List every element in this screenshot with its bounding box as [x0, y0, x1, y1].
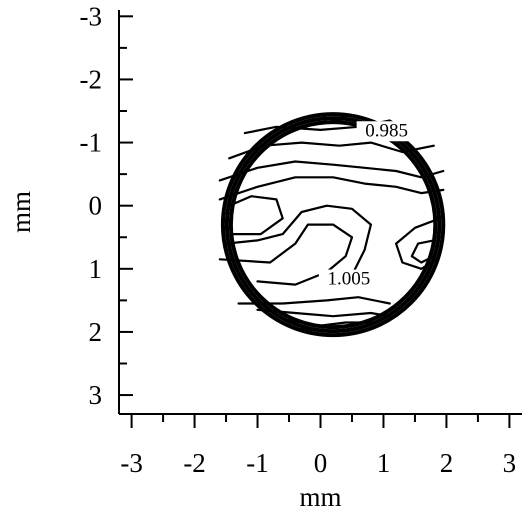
aperture-ring: [220, 112, 446, 338]
contour-line: [218, 160, 445, 182]
contour-line: [228, 195, 284, 236]
x-tick-label: 0: [314, 448, 328, 478]
plot-frame: [118, 10, 522, 415]
x-tick-label: -2: [183, 448, 206, 478]
y-axis-label: mm: [6, 191, 36, 233]
ticks: [119, 15, 511, 428]
contour-line: [410, 239, 435, 264]
x-axis-label: mm: [299, 482, 341, 512]
contour-labels: 0.985 1.005: [318, 120, 417, 290]
x-tick-label: -1: [246, 448, 269, 478]
x-tick-label: -3: [120, 448, 143, 478]
y-tick-label: 0: [89, 191, 103, 221]
y-tick-label: -1: [80, 128, 103, 158]
contour-line: [218, 176, 445, 201]
aperture-boundary: [220, 112, 446, 338]
x-tick-label: 3: [503, 448, 517, 478]
contour-label-bg: [318, 269, 379, 290]
contour-line: [218, 223, 354, 286]
y-tick-label: 1: [89, 254, 103, 284]
contour-label-bg: [356, 121, 417, 142]
aperture-ring: [224, 116, 442, 334]
x-tick-label: 2: [440, 448, 454, 478]
y-tick-label: -2: [80, 64, 103, 94]
x-tick-label: 1: [377, 448, 391, 478]
aperture-ring: [228, 120, 438, 330]
y-tick-label: -3: [80, 1, 103, 31]
contour-label: 0.985: [365, 120, 408, 141]
y-tick-label: 3: [89, 380, 103, 410]
y-tick-label: 2: [89, 317, 103, 347]
contour-line: [224, 204, 372, 277]
contour-label: 1.005: [327, 269, 370, 290]
tick-labels: -3 -2 -1 0 1 2 3 -3 -2 -1 0 1 2 3: [80, 1, 517, 478]
